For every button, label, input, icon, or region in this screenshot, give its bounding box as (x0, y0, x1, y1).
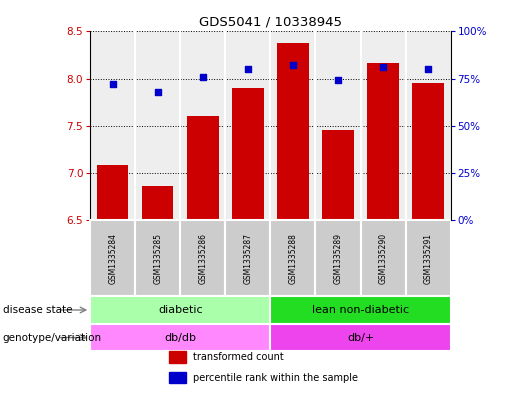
Text: lean non-diabetic: lean non-diabetic (312, 305, 409, 315)
Text: db/db: db/db (164, 332, 196, 343)
Bar (90, 296, 270, 324)
Point (153, 89, 162, 95)
Bar (367, 62, 399, 220)
Bar (135, 220, 180, 296)
Text: GSM1335286: GSM1335286 (198, 233, 207, 284)
Bar (97, 165, 128, 220)
Bar (270, 220, 315, 296)
Text: GSM1335288: GSM1335288 (288, 233, 297, 284)
Text: GSM1335289: GSM1335289 (334, 233, 342, 284)
Bar (187, 116, 218, 220)
Text: db/+: db/+ (347, 332, 374, 343)
Bar (413, 83, 444, 220)
Point (379, 64, 387, 70)
Text: disease state: disease state (3, 305, 72, 315)
Point (424, 66, 432, 72)
Bar (270, 324, 451, 351)
Point (109, 81, 117, 87)
Bar (180, 220, 226, 296)
Bar (142, 186, 174, 220)
Bar (277, 43, 308, 220)
Point (244, 66, 252, 72)
Point (199, 73, 207, 80)
Bar (232, 88, 264, 220)
Point (289, 62, 297, 68)
Text: diabetic: diabetic (158, 305, 202, 315)
Bar (322, 130, 354, 220)
Text: GSM1335285: GSM1335285 (153, 233, 162, 284)
Title: GDS5041 / 10338945: GDS5041 / 10338945 (199, 16, 342, 29)
Bar (315, 220, 360, 296)
Text: GSM1335284: GSM1335284 (108, 233, 117, 284)
Bar (226, 220, 270, 296)
Bar (360, 220, 406, 296)
Bar (406, 220, 451, 296)
Bar (90, 324, 270, 351)
Text: percentile rank within the sample: percentile rank within the sample (193, 373, 358, 383)
Bar (270, 296, 451, 324)
Bar (169, 372, 185, 384)
Bar (90, 220, 135, 296)
Text: GSM1335287: GSM1335287 (244, 233, 252, 284)
Bar (169, 351, 185, 363)
Text: GSM1335291: GSM1335291 (424, 233, 433, 284)
Text: GSM1335290: GSM1335290 (379, 233, 387, 284)
Text: transformed count: transformed count (193, 352, 284, 362)
Text: genotype/variation: genotype/variation (3, 332, 101, 343)
Point (334, 77, 342, 84)
